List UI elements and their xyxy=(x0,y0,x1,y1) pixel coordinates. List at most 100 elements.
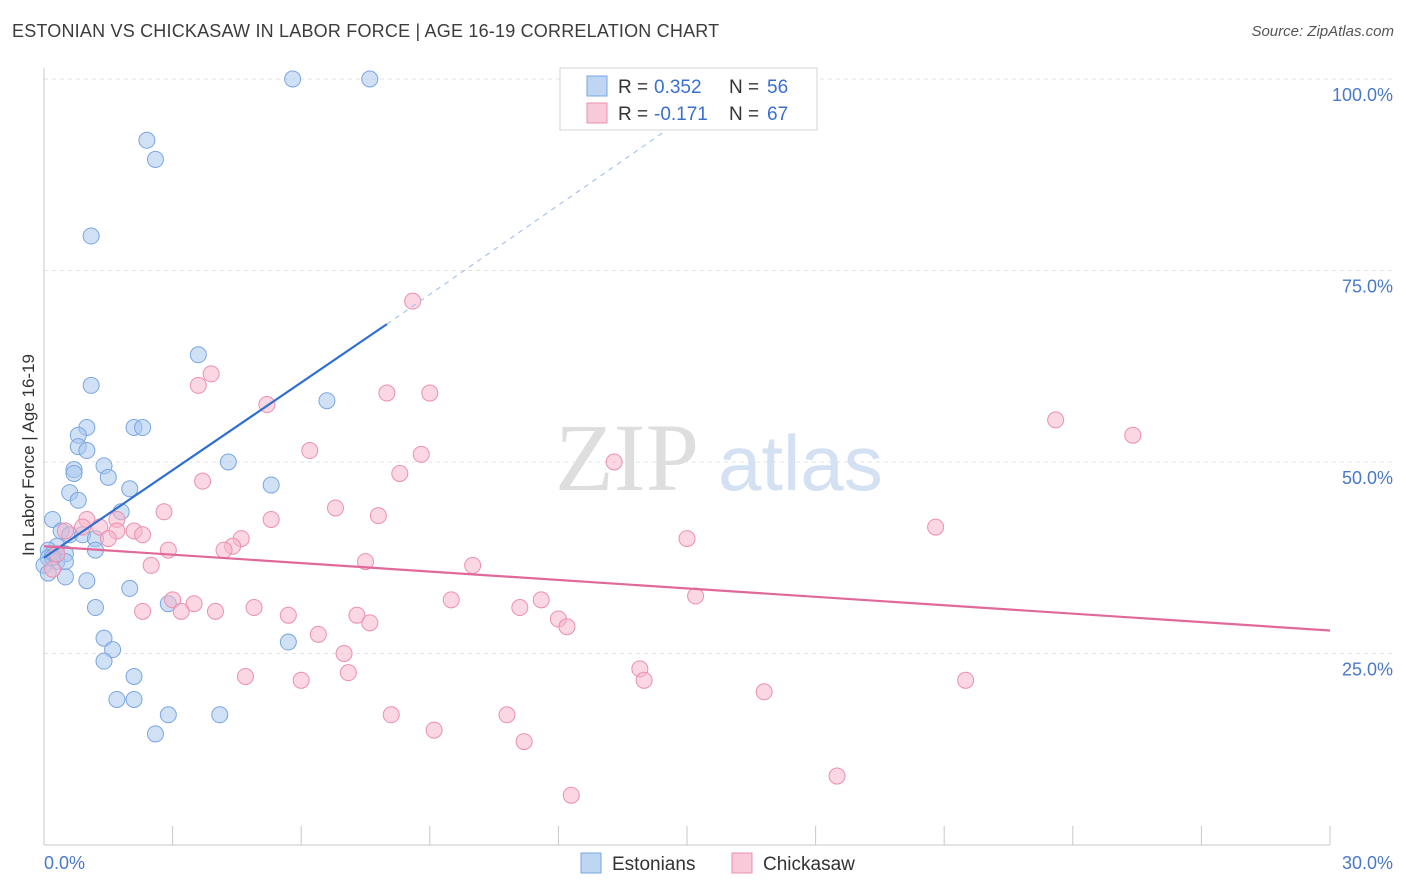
point-chickasaw-45 xyxy=(206,602,224,620)
bottom-legend-swatch-chickasaw xyxy=(731,852,753,874)
y-tick-label-1: 50.0% xyxy=(1342,468,1393,488)
x-tick-label-1: 30.0% xyxy=(1342,853,1393,873)
point-estonians-1 xyxy=(361,70,379,88)
chart-title: ESTONIAN VS CHICKASAW IN LABOR FORCE | A… xyxy=(12,21,720,41)
point-chickasaw-3 xyxy=(378,384,396,402)
point-chickasaw-62 xyxy=(425,721,443,739)
point-chickasaw-38 xyxy=(442,591,460,609)
y-tick-label-0: 25.0% xyxy=(1342,660,1393,680)
point-chickasaw-35 xyxy=(44,560,62,578)
y-tick-label-2: 75.0% xyxy=(1342,277,1393,297)
trend-line-chickasaw xyxy=(43,545,1331,632)
point-chickasaw-44 xyxy=(172,602,190,620)
legend: R = 0.352 N = 56 R = -0.171 N = 67 xyxy=(559,67,818,131)
point-estonians-19 xyxy=(262,476,280,494)
point-chickasaw-1 xyxy=(202,365,220,383)
point-chickasaw-64 xyxy=(828,767,846,785)
bottom-legend-label-chickasaw: Chickasaw xyxy=(763,854,855,875)
legend-r-value-estonians: 0.352 xyxy=(654,77,702,98)
point-chickasaw-24 xyxy=(99,530,117,548)
point-chickasaw-25 xyxy=(134,526,152,544)
legend-r-label-chickasaw: R = xyxy=(618,104,648,125)
point-chickasaw-55 xyxy=(236,667,254,685)
point-chickasaw-7 xyxy=(1124,426,1142,444)
point-chickasaw-10 xyxy=(605,453,623,471)
point-chickasaw-36 xyxy=(164,591,182,609)
point-estonians-48 xyxy=(95,652,113,670)
point-chickasaw-46 xyxy=(279,606,297,624)
point-estonians-24 xyxy=(44,510,62,528)
point-chickasaw-63 xyxy=(515,733,533,751)
point-chickasaw-51 xyxy=(309,625,327,643)
point-chickasaw-33 xyxy=(464,556,482,574)
point-estonians-14 xyxy=(219,453,237,471)
point-estonians-52 xyxy=(159,706,177,724)
point-chickasaw-37 xyxy=(185,595,203,613)
point-chickasaw-30 xyxy=(215,541,233,559)
point-chickasaw-6 xyxy=(1047,411,1065,429)
point-estonians-3 xyxy=(146,150,164,168)
point-chickasaw-13 xyxy=(326,499,344,517)
point-chickasaw-50 xyxy=(558,618,576,636)
point-estonians-20 xyxy=(121,480,139,498)
point-chickasaw-42 xyxy=(511,599,529,617)
point-chickasaw-61 xyxy=(498,706,516,724)
watermark: ZIP atlas xyxy=(555,404,883,511)
point-estonians-45 xyxy=(95,629,113,647)
chart-source: Source: ZipAtlas.com xyxy=(1251,23,1394,40)
point-chickasaw-11 xyxy=(391,464,409,482)
point-estonians-10 xyxy=(134,419,152,437)
x-tick-label-0: 0.0% xyxy=(44,853,85,873)
point-chickasaw-47 xyxy=(348,606,366,624)
point-estonians-17 xyxy=(65,464,83,482)
y-tick-label-3: 100.0% xyxy=(1332,85,1393,105)
watermark-zip: ZIP xyxy=(555,404,699,511)
trend-lines xyxy=(43,70,1331,632)
y-tick-labels: 25.0% 50.0% 75.0% 100.0% xyxy=(1332,85,1393,680)
point-estonians-40 xyxy=(56,568,74,586)
point-estonians-46 xyxy=(104,641,122,659)
point-chickasaw-52 xyxy=(335,645,353,662)
point-chickasaw-29 xyxy=(678,530,696,548)
point-estonians-2 xyxy=(138,131,156,149)
point-estonians-50 xyxy=(108,690,126,708)
point-estonians-18 xyxy=(99,468,117,486)
point-chickasaw-28 xyxy=(927,518,945,536)
trend-line-extension-estonians xyxy=(386,70,752,325)
point-chickasaw-20 xyxy=(56,522,74,540)
legend-swatch-chickasaw xyxy=(586,102,608,124)
bottom-legend-swatch-estonians xyxy=(580,852,602,874)
legend-n-label-estonians: N = xyxy=(729,77,759,98)
point-chickasaw-54 xyxy=(635,671,653,689)
point-chickasaw-59 xyxy=(755,683,773,701)
point-chickasaw-58 xyxy=(957,671,975,689)
point-estonians-54 xyxy=(146,725,164,743)
point-estonians-43 xyxy=(86,599,104,617)
point-chickasaw-40 xyxy=(687,587,705,605)
point-chickasaw-12 xyxy=(194,472,212,490)
point-estonians-47 xyxy=(279,633,297,651)
point-chickasaw-17 xyxy=(262,510,280,528)
point-estonians-7 xyxy=(318,392,336,410)
point-chickasaw-34 xyxy=(142,556,160,574)
axes xyxy=(43,68,1331,846)
point-chickasaw-56 xyxy=(292,671,310,689)
legend-n-value-estonians: 56 xyxy=(767,77,788,98)
point-estonians-53 xyxy=(211,706,229,724)
legend-swatch-estonians xyxy=(586,75,608,97)
point-estonians-42 xyxy=(121,579,139,597)
point-estonians-0 xyxy=(284,70,302,88)
legend-n-label-chickasaw: N = xyxy=(729,104,759,125)
watermark-atlas: atlas xyxy=(718,419,883,507)
point-chickasaw-4 xyxy=(421,384,439,402)
point-estonians-49 xyxy=(125,667,143,685)
point-estonians-6 xyxy=(82,376,100,394)
point-estonians-51 xyxy=(125,690,143,708)
x-tick-labels: 0.0% 30.0% xyxy=(44,853,1393,873)
point-chickasaw-48 xyxy=(361,614,379,632)
point-chickasaw-65 xyxy=(562,786,580,804)
point-estonians-4 xyxy=(82,227,100,245)
y-axis-label: In Labor Force | Age 16-19 xyxy=(19,354,38,556)
gridlines xyxy=(44,78,1392,654)
